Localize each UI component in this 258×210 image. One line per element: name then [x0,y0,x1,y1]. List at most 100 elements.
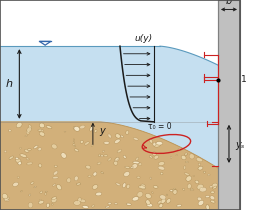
Ellipse shape [181,155,186,160]
Ellipse shape [172,189,175,191]
Ellipse shape [139,186,145,189]
Ellipse shape [25,135,27,137]
Ellipse shape [108,158,111,161]
Ellipse shape [34,145,38,149]
Ellipse shape [183,189,185,190]
Ellipse shape [78,197,81,203]
Ellipse shape [174,188,176,190]
Bar [218,0,240,210]
Ellipse shape [115,157,119,161]
Ellipse shape [52,144,57,149]
Ellipse shape [46,203,50,207]
Ellipse shape [190,189,194,191]
Ellipse shape [211,191,214,193]
Ellipse shape [64,131,66,132]
Ellipse shape [185,161,188,163]
Ellipse shape [212,183,217,188]
Ellipse shape [51,197,57,203]
Ellipse shape [92,205,94,207]
Ellipse shape [75,149,79,152]
Ellipse shape [150,177,151,179]
Ellipse shape [166,199,171,203]
Ellipse shape [117,149,122,153]
Ellipse shape [44,193,46,195]
Ellipse shape [186,176,192,181]
Ellipse shape [153,186,158,188]
Ellipse shape [123,155,126,158]
Ellipse shape [101,172,104,174]
Ellipse shape [93,172,97,176]
Ellipse shape [198,163,200,166]
Ellipse shape [175,190,177,191]
Ellipse shape [161,198,166,203]
Ellipse shape [126,131,129,135]
Ellipse shape [85,142,89,145]
Ellipse shape [101,155,103,157]
Ellipse shape [203,171,206,173]
Ellipse shape [39,200,41,201]
Ellipse shape [176,155,178,156]
Ellipse shape [102,151,105,152]
Ellipse shape [159,204,163,207]
Ellipse shape [97,162,101,164]
Ellipse shape [170,190,174,192]
Ellipse shape [29,194,31,196]
Ellipse shape [115,139,120,143]
Ellipse shape [199,187,206,192]
Ellipse shape [158,162,165,165]
Ellipse shape [132,197,139,201]
Ellipse shape [7,198,9,200]
Polygon shape [0,46,218,168]
Ellipse shape [61,153,66,158]
Ellipse shape [28,202,33,208]
Ellipse shape [4,150,6,153]
Ellipse shape [133,161,140,164]
Ellipse shape [46,126,52,129]
Ellipse shape [153,142,156,146]
Ellipse shape [207,174,210,176]
Ellipse shape [205,196,210,198]
Ellipse shape [145,193,151,198]
Ellipse shape [9,156,13,159]
Ellipse shape [47,204,50,207]
Ellipse shape [140,184,146,190]
Ellipse shape [133,138,138,140]
Ellipse shape [158,166,165,170]
Ellipse shape [57,184,61,190]
Ellipse shape [15,157,19,160]
Ellipse shape [198,166,203,170]
Ellipse shape [28,125,32,129]
Ellipse shape [21,190,22,192]
Ellipse shape [147,203,152,207]
Ellipse shape [74,146,76,147]
Ellipse shape [127,184,130,189]
Ellipse shape [4,198,9,201]
Ellipse shape [4,197,9,201]
Ellipse shape [20,154,27,157]
Ellipse shape [209,186,213,188]
Ellipse shape [25,149,29,152]
Ellipse shape [27,162,33,165]
Ellipse shape [38,201,44,204]
Text: τ₀ = 0: τ₀ = 0 [148,122,172,131]
Ellipse shape [39,132,45,136]
Ellipse shape [67,178,71,182]
Ellipse shape [210,196,215,200]
Ellipse shape [38,148,41,151]
Ellipse shape [108,202,111,205]
Ellipse shape [9,129,11,132]
Ellipse shape [73,141,74,143]
Ellipse shape [19,148,22,149]
Ellipse shape [18,162,21,165]
Ellipse shape [74,201,81,205]
Ellipse shape [88,175,91,177]
Ellipse shape [149,139,152,143]
Ellipse shape [149,156,152,158]
Text: 1: 1 [241,75,247,84]
Ellipse shape [80,199,86,202]
Ellipse shape [184,166,186,169]
Ellipse shape [138,163,142,166]
Ellipse shape [123,183,126,188]
Ellipse shape [206,205,209,210]
Ellipse shape [196,158,203,162]
